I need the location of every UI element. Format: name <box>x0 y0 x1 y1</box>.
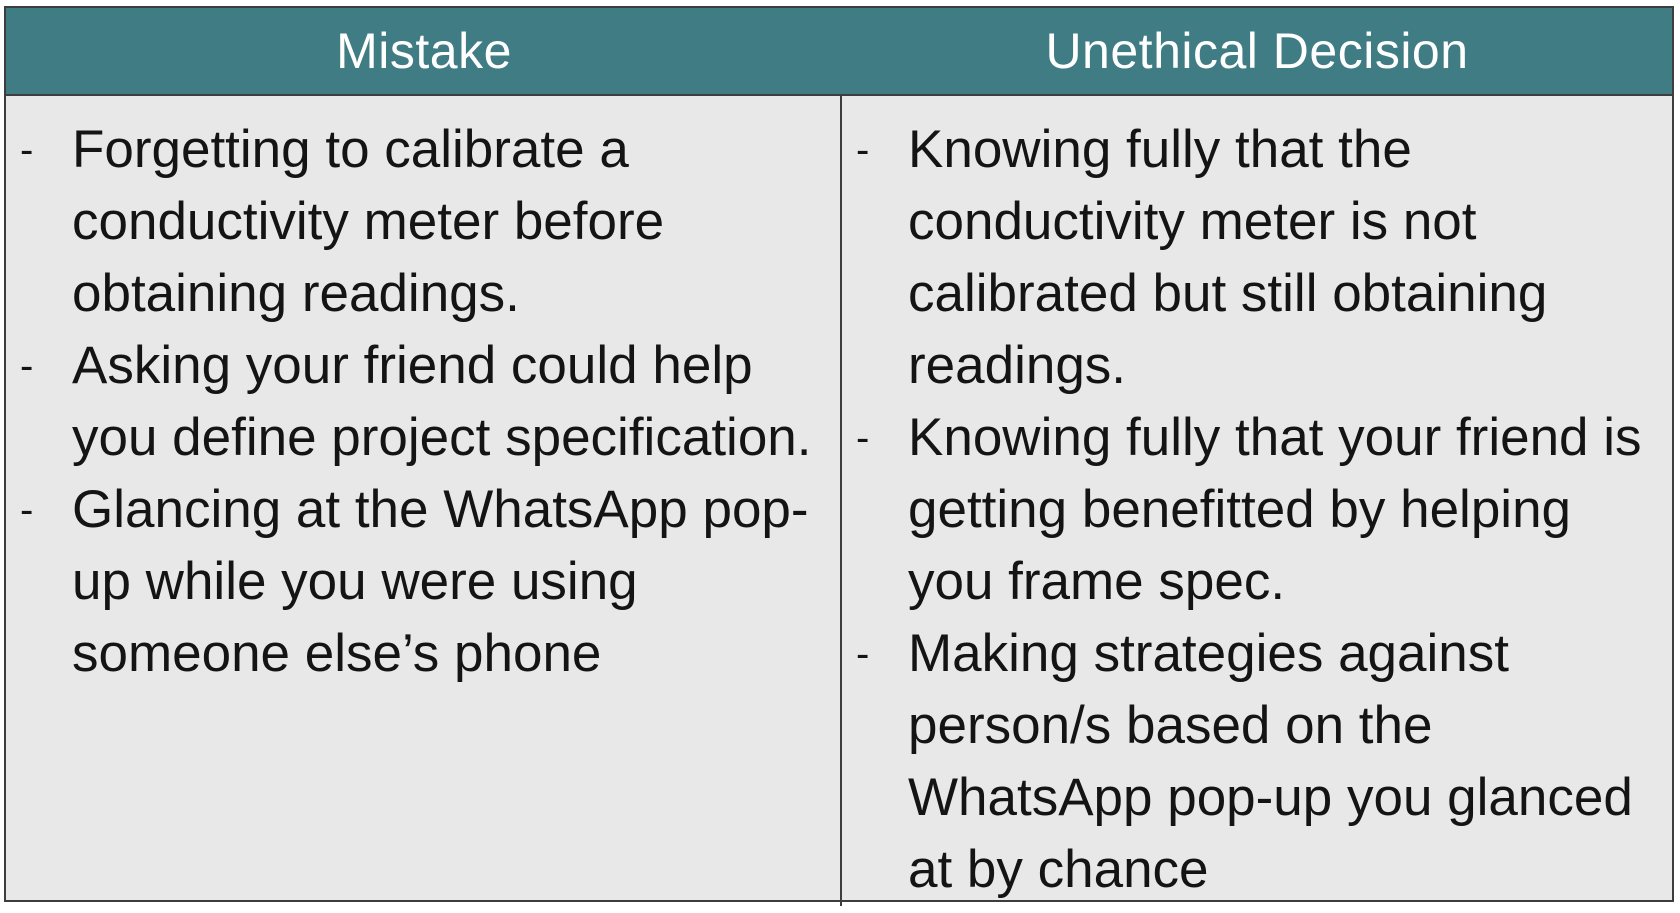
list-item: - Knowing fully that the conductivity me… <box>856 114 1662 402</box>
list-item: - Asking your friend could help you defi… <box>20 330 830 474</box>
unethical-item-text: Knowing fully that the conductivity mete… <box>908 120 1548 395</box>
unethical-list: - Knowing fully that the conductivity me… <box>856 114 1662 906</box>
bullet-dash: - <box>856 128 870 172</box>
unethical-item-text: Making strategies against person/s based… <box>908 624 1633 899</box>
bullet-dash: - <box>20 128 34 172</box>
list-item: - Forgetting to calibrate a conductivity… <box>20 114 830 330</box>
comparison-table: Mistake Unethical Decision - Forgetting … <box>4 6 1674 906</box>
list-item: - Making strategies against person/s bas… <box>856 618 1662 906</box>
mistake-item-text: Forgetting to calibrate a conductivity m… <box>72 120 665 323</box>
mistake-item-text: Glancing at the WhatsApp pop-up while yo… <box>72 480 809 683</box>
mistake-column: - Forgetting to calibrate a conductivity… <box>6 96 842 906</box>
bullet-dash: - <box>856 416 870 460</box>
bullet-dash: - <box>20 344 34 388</box>
header-unethical-decision: Unethical Decision <box>842 8 1672 96</box>
mistake-item-text: Asking your friend could help you define… <box>72 336 812 467</box>
list-item: - Knowing fully that your friend is gett… <box>856 402 1662 618</box>
bullet-dash: - <box>856 632 870 676</box>
header-mistake: Mistake <box>6 8 842 96</box>
bullet-dash: - <box>20 488 34 532</box>
list-item: - Glancing at the WhatsApp pop-up while … <box>20 474 830 690</box>
mistake-list: - Forgetting to calibrate a conductivity… <box>20 114 830 690</box>
unethical-item-text: Knowing fully that your friend is gettin… <box>908 408 1642 611</box>
unethical-decision-column: - Knowing fully that the conductivity me… <box>842 96 1672 906</box>
